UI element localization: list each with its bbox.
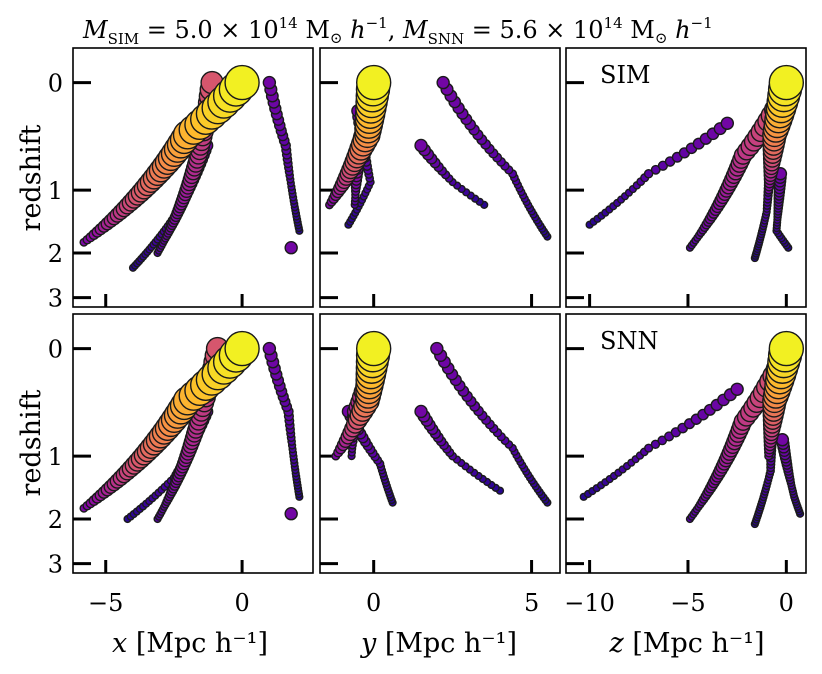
chart-title: MSIM = 5.0 × 1014 M⊙ h−1, MSNN = 5.6 × 1… [82,14,713,48]
panel-sim-z: SIM [565,47,807,308]
halo-marker [436,75,450,90]
panel-sim-y [319,47,561,308]
y-tick-label: 1 [48,443,63,471]
halo-marker [355,64,392,101]
halo-marker [262,341,277,356]
y-tick-label: 0 [48,336,63,364]
y-tick-label: 1 [48,177,63,205]
y-tick-label: 2 [48,506,63,534]
y-axis-label-row-1: redshift [16,124,47,231]
y-axis-label-row-2: redshift [16,389,47,496]
panel-label-sim: SIM [600,61,651,89]
x-axis-label-col-2: y [Mpc h⁻¹] [360,628,517,659]
halo-marker [224,330,260,367]
halo-marker [644,443,654,453]
x-tick-label: −5 [670,589,705,617]
x-tick-label: 0 [234,589,249,617]
x-tick-label: −10 [564,589,615,617]
x-axis-label-col-3: z [Mpc h⁻¹] [609,628,765,659]
halo-marker [768,330,805,367]
x-tick-label: 0 [779,589,794,617]
halo-marker [224,64,260,101]
halo-marker [414,138,428,153]
halo-marker [262,75,277,90]
halo-marker [414,404,428,419]
panel-sim-x: 0 1 2 3 [48,47,314,313]
y-tick-label: 2 [48,240,63,268]
panel-snn-x: −5 0 0 1 2 3 [48,313,314,617]
halo-marker [768,64,805,101]
y-tick-label: 3 [48,551,63,579]
x-tick-label: 5 [524,589,539,617]
halo-marker [284,507,298,521]
x-axis-label-col-1: x [Mpc h⁻¹] [112,628,268,659]
x-tick-label: 0 [366,589,381,617]
halo-marker [720,116,735,130]
x-tick-label: −5 [88,589,123,617]
halo-marker [355,330,392,367]
panel-snn-z: −10 −5 0 SNN [564,313,807,617]
y-tick-label: 3 [48,285,63,313]
panel-label-snn: SNN [600,327,658,355]
halo-marker [430,341,444,356]
halo-marker [643,169,654,179]
halo-marker [284,241,298,255]
halo-marker [730,382,744,396]
y-tick-label: 0 [48,70,63,98]
